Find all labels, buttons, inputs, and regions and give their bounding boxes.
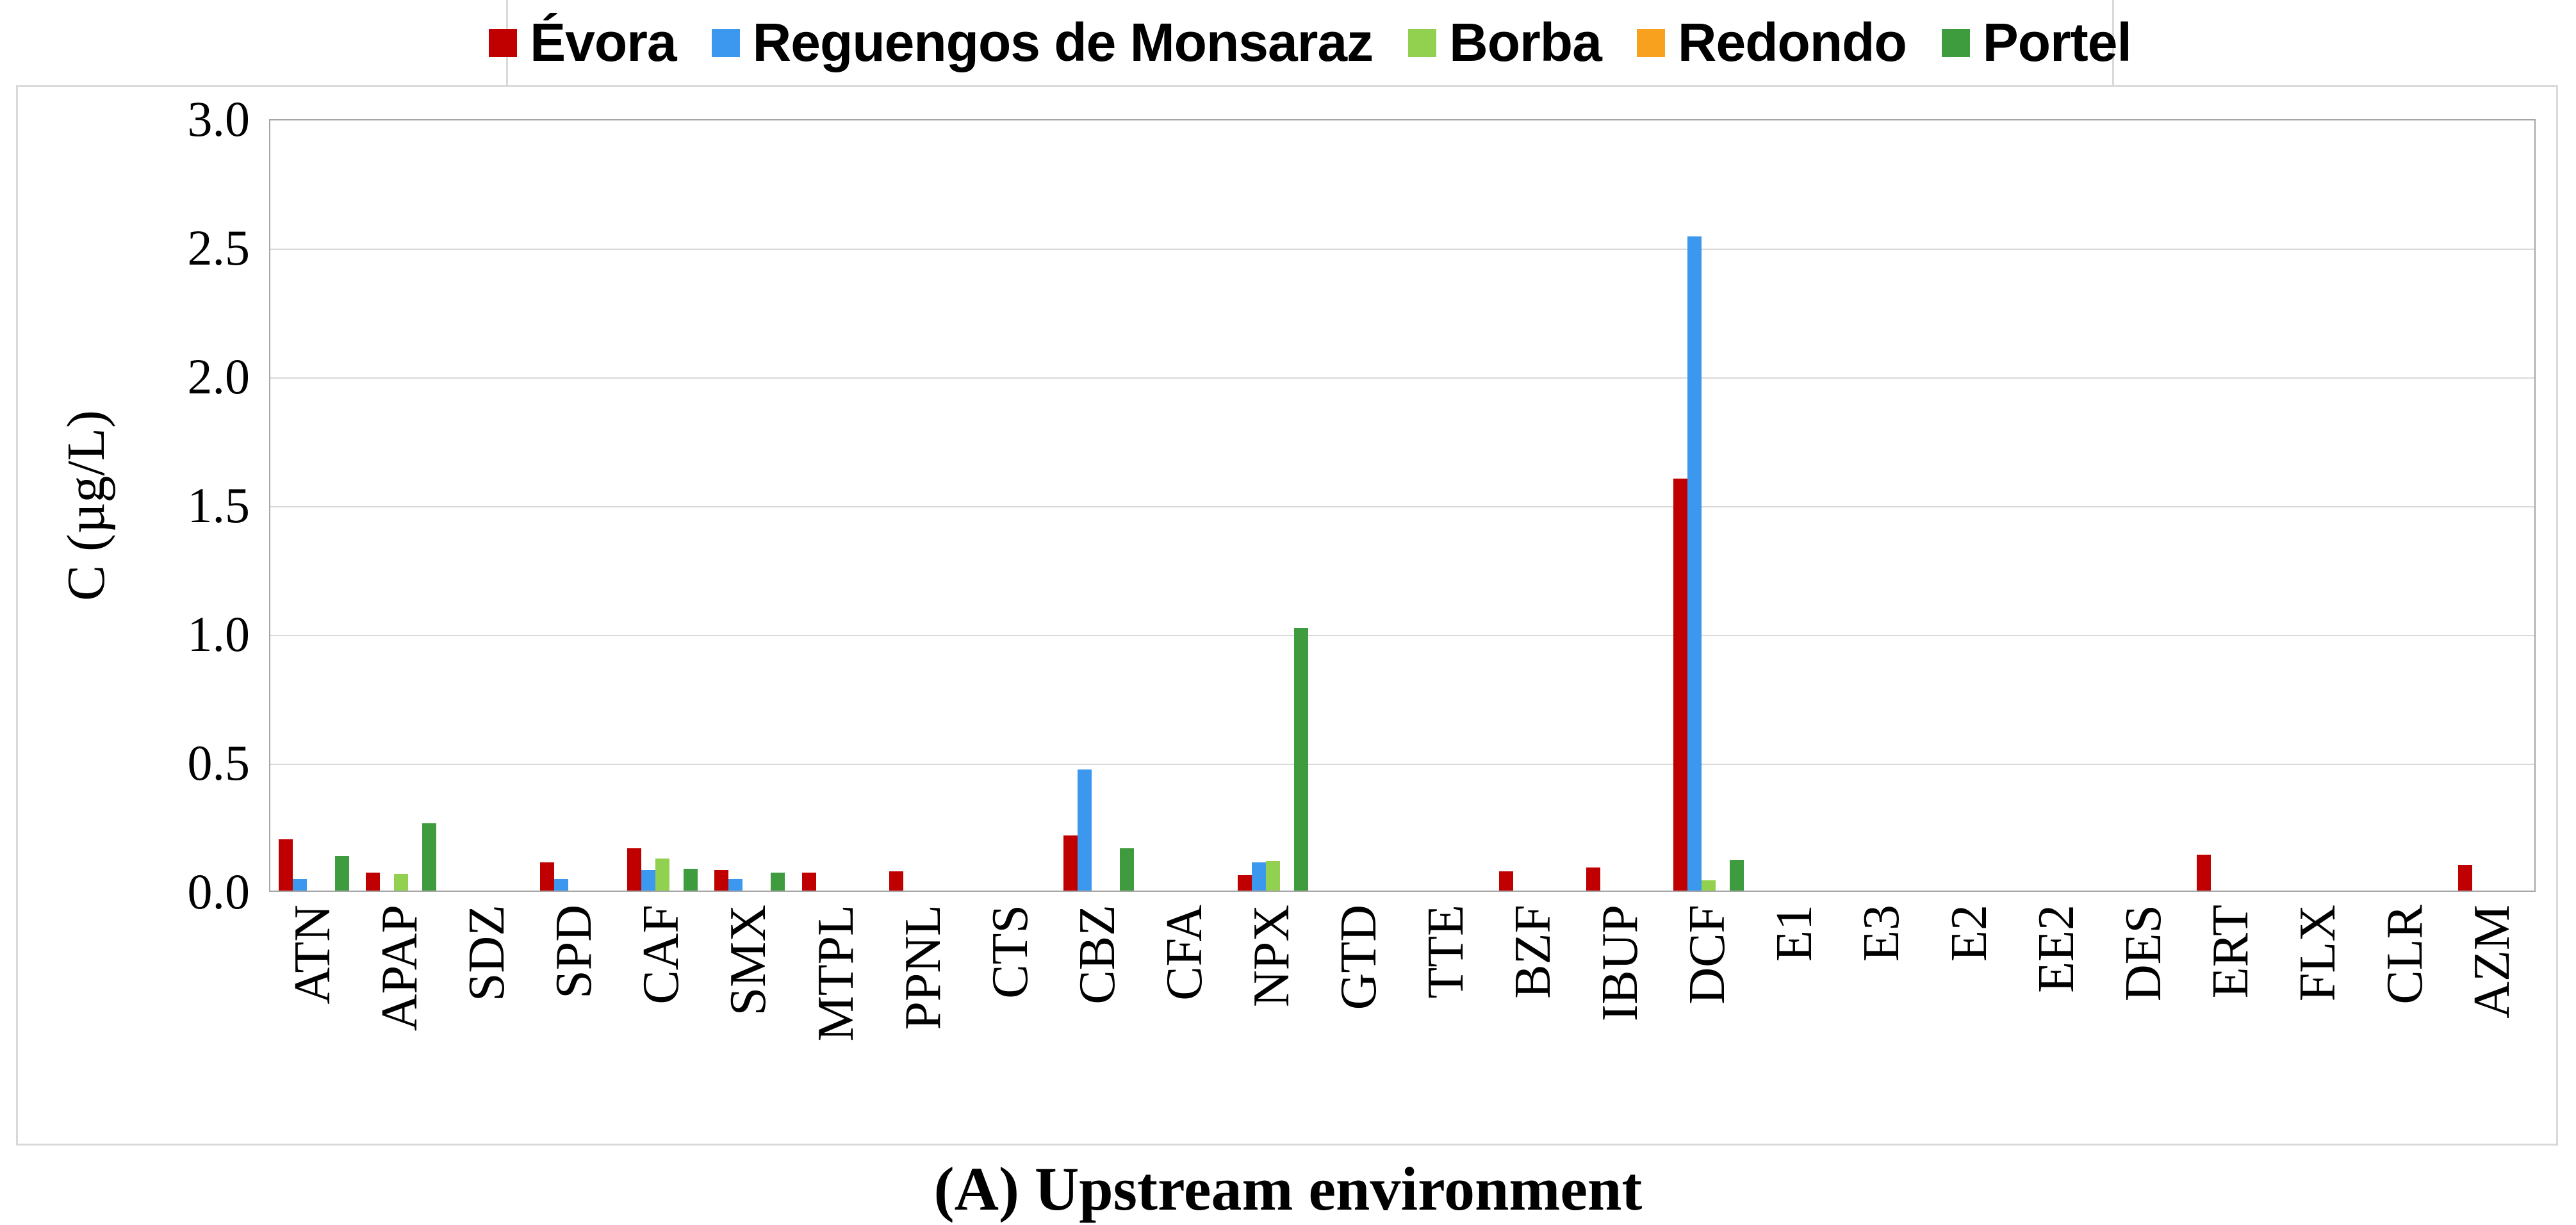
bar-ATN-Évora (279, 839, 293, 891)
legend-label: Portel (1982, 12, 2132, 72)
legend-item: Reguengos de Monsaraz (711, 12, 1374, 74)
x-category-label: FLX (2289, 905, 2346, 1002)
legend-swatch-icon (1636, 28, 1665, 57)
bar-IBUP-Évora (1586, 867, 1601, 891)
bar-SMX-Évora (714, 870, 729, 891)
x-category-label: IBUP (1592, 905, 1649, 1022)
bar-SPD-Évora (540, 862, 555, 891)
bar-CAF-Reguengos de Monsaraz (641, 870, 656, 891)
gridline (270, 377, 2534, 379)
x-category-label: CBZ (1069, 905, 1126, 1005)
bar-PPNL-Évora (889, 871, 903, 891)
x-category-label: SMX (720, 905, 777, 1016)
bar-ATN-Reguengos de Monsaraz (293, 879, 308, 891)
bar-DCF-Évora (1673, 479, 1688, 891)
x-category-label: CFA (1156, 905, 1213, 1001)
bar-APAP-Portel (422, 823, 437, 891)
legend-label: Redondo (1677, 12, 1907, 72)
bar-CAF-Borba (655, 859, 670, 891)
legend-item: Évora (489, 12, 677, 74)
x-category-label: CAF (633, 905, 690, 1005)
bar-CAF-Évora (627, 848, 642, 891)
legend-swatch-icon (711, 28, 740, 57)
x-category-label: APAP (372, 905, 429, 1032)
legend-label: Évora (530, 12, 677, 72)
y-tick-label: 1.5 (187, 477, 250, 533)
bar-AZM-Évora (2457, 865, 2472, 891)
bar-NPX-Évora (1237, 875, 1252, 891)
gridline (270, 506, 2534, 507)
bar-CAF-Portel (684, 869, 698, 891)
x-category-label: CTS (981, 905, 1038, 999)
legend-swatch-icon (489, 28, 518, 57)
gridline (270, 249, 2534, 250)
y-tick-label: 3.0 (187, 91, 250, 147)
x-category-label: MTPL (807, 905, 864, 1042)
bar-NPX-Portel (1293, 628, 1308, 891)
y-tick-label: 2.5 (187, 220, 250, 275)
legend-item: Redondo (1636, 12, 1907, 74)
bar-CBZ-Évora (1063, 835, 1078, 891)
x-category-label: SPD (546, 905, 603, 999)
x-category-label: AZM (2463, 905, 2520, 1019)
x-category-label: E1 (1766, 905, 1823, 962)
x-category-label: PPNL (894, 905, 951, 1030)
legend-label: Reguengos de Monsaraz (752, 12, 1374, 72)
x-category-label: CLR (2376, 905, 2433, 1005)
x-category-label: ATN (284, 905, 341, 1005)
gridline (270, 635, 2534, 636)
bar-BZF-Évora (1499, 871, 1514, 891)
bar-DCF-Portel (1730, 860, 1744, 891)
bar-NPX-Reguengos de Monsaraz (1251, 862, 1266, 891)
legend-item: Borba (1408, 12, 1602, 74)
x-category-label: GTD (1330, 905, 1387, 1010)
x-category-label: NPX (1243, 905, 1300, 1008)
bar-NPX-Borba (1265, 861, 1280, 891)
legend-label: Borba (1449, 12, 1602, 72)
bar-ATN-Portel (335, 856, 350, 891)
bar-DCF-Borba (1702, 880, 1716, 891)
figure-caption: (A) Upstream environment (933, 1155, 1643, 1223)
bar-CBZ-Portel (1119, 848, 1134, 891)
x-category-label: ERT (2202, 905, 2259, 999)
gridline (270, 764, 2534, 765)
bar-SMX-Reguengos de Monsaraz (728, 879, 743, 891)
chart-legend: Évora Reguengos de Monsaraz Borba Redondo Po… (489, 0, 2132, 85)
x-category-label: E2 (1940, 905, 1998, 962)
bar-SPD-Reguengos de Monsaraz (554, 879, 569, 891)
bar-SMX-Portel (771, 873, 785, 891)
y-tick-label: 2.0 (187, 349, 250, 404)
bar-APAP-Borba (394, 874, 409, 891)
x-category-label: E3 (1853, 905, 1910, 962)
bar-ERT-Évora (2196, 855, 2211, 891)
bar-APAP-Évora (366, 873, 381, 891)
bar-MTPL-Évora (801, 873, 816, 891)
bar-CBZ-Reguengos de Monsaraz (1077, 769, 1092, 891)
legend-item: Portel (1941, 12, 2132, 74)
y-tick-label: 0.0 (187, 864, 250, 919)
x-category-label: EE2 (2028, 905, 2085, 993)
x-category-label: TTE (1418, 905, 1475, 999)
y-tick-label: 0.5 (187, 735, 250, 791)
legend-swatch-icon (1408, 28, 1437, 57)
y-tick-label: 1.0 (187, 606, 250, 662)
x-category-label: DES (2115, 905, 2172, 1002)
plot-area (269, 119, 2536, 892)
x-category-label: SDZ (459, 905, 516, 1002)
x-category-label: BZF (1505, 905, 1562, 999)
bar-DCF-Reguengos de Monsaraz (1687, 236, 1702, 891)
legend-swatch-icon (1941, 28, 1970, 57)
x-category-label: DCF (1679, 905, 1736, 1005)
